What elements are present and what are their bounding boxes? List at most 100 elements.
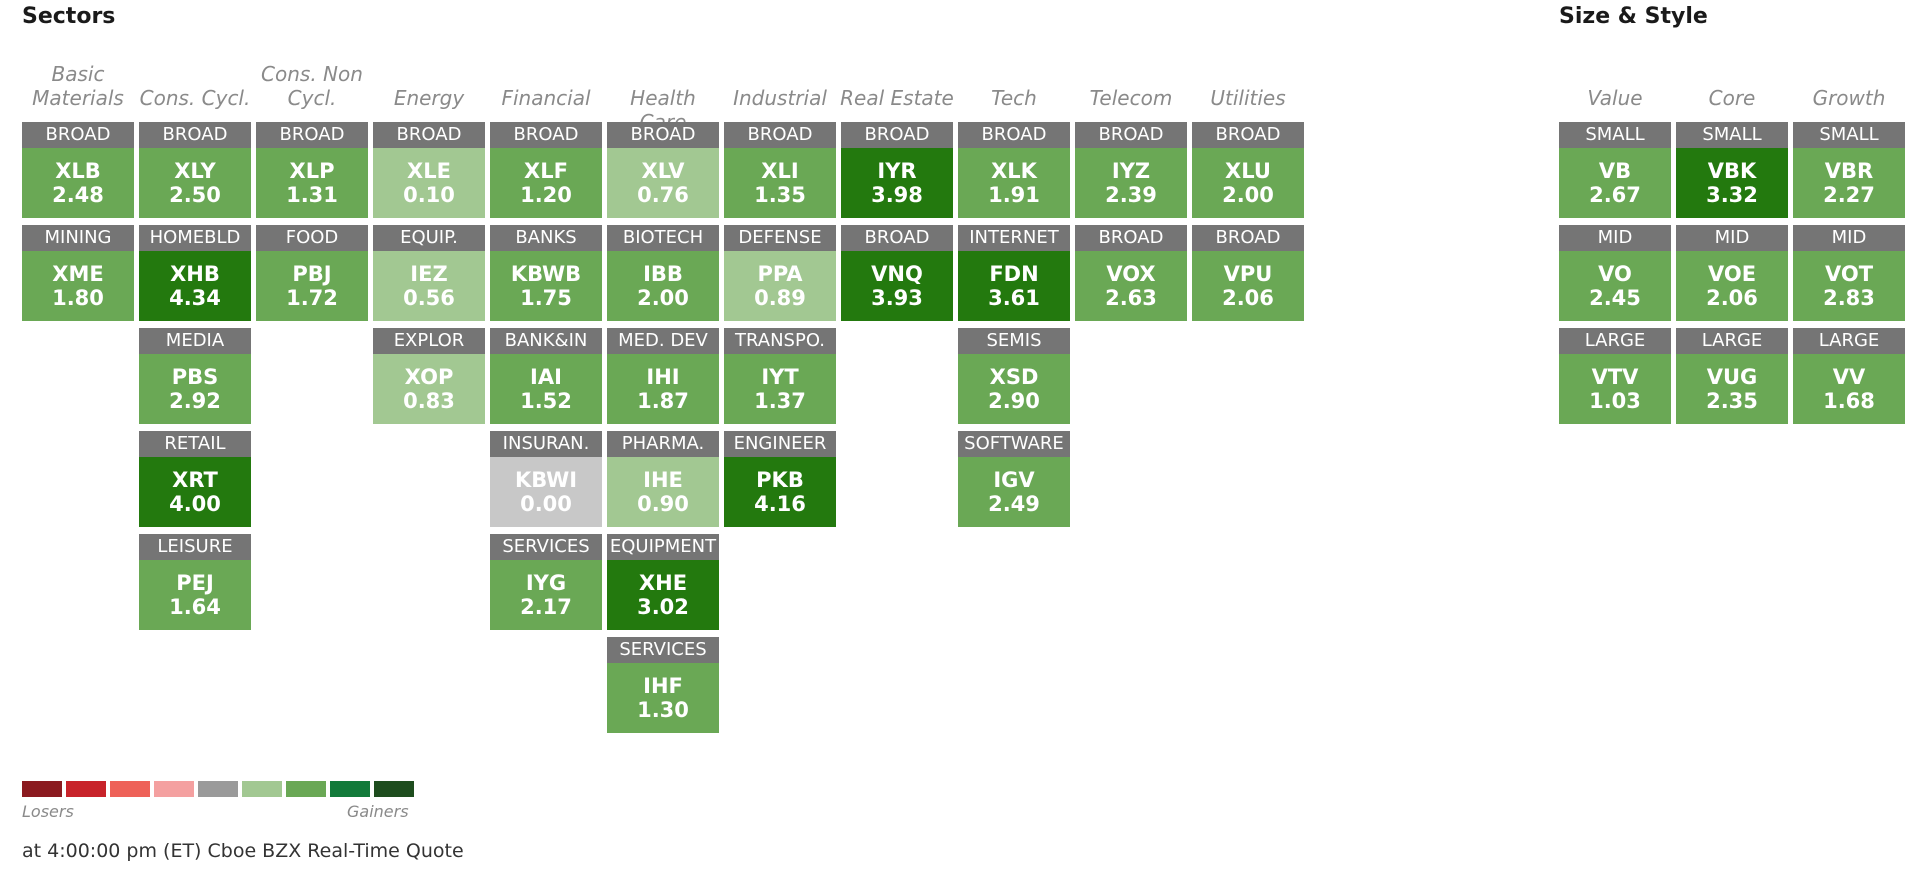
etf-tile-xlu[interactable]: BROAD XLU 2.00 — [1192, 122, 1304, 218]
etf-tile-iyt[interactable]: TRANSPO. IYT 1.37 — [724, 328, 836, 424]
percent-change: 1.72 — [286, 286, 338, 310]
etf-tile-xlf[interactable]: BROAD XLF 1.20 — [490, 122, 602, 218]
etf-tile-vox[interactable]: BROAD VOX 2.63 — [1075, 225, 1187, 321]
etf-tile-iyr[interactable]: BROAD IYR 3.98 — [841, 122, 953, 218]
tile-category-label: DEFENSE — [724, 225, 836, 251]
etf-tile-xlp[interactable]: BROAD XLP 1.31 — [256, 122, 368, 218]
sectors-title: Sectors — [22, 4, 116, 29]
etf-tile-vbk[interactable]: SMALL VBK 3.32 — [1676, 122, 1788, 218]
etf-tile-ihf[interactable]: SERVICES IHF 1.30 — [607, 637, 719, 733]
ticker-symbol: XLY — [174, 159, 216, 183]
etf-tile-xhe[interactable]: EQUIPMENT XHE 3.02 — [607, 534, 719, 630]
tile-body: VOE 2.06 — [1676, 251, 1788, 321]
percent-change: 2.00 — [637, 286, 689, 310]
etf-tile-vug[interactable]: LARGE VUG 2.35 — [1676, 328, 1788, 424]
etf-tile-voe[interactable]: MID VOE 2.06 — [1676, 225, 1788, 321]
etf-tile-xrt[interactable]: RETAIL XRT 4.00 — [139, 431, 251, 527]
tile-category-label: BROAD — [22, 122, 134, 148]
percent-change: 0.00 — [520, 492, 572, 516]
tile-category-label: MEDIA — [139, 328, 251, 354]
ticker-symbol: VBR — [1824, 159, 1874, 183]
ticker-symbol: XLK — [991, 159, 1037, 183]
ticker-symbol: IGV — [993, 468, 1035, 492]
etf-tile-xlk[interactable]: BROAD XLK 1.91 — [958, 122, 1070, 218]
etf-tile-xhb[interactable]: HOMEBLD XHB 4.34 — [139, 225, 251, 321]
etf-tile-vb[interactable]: SMALL VB 2.67 — [1559, 122, 1671, 218]
percent-change: 1.35 — [754, 183, 806, 207]
tile-category-label: BROAD — [256, 122, 368, 148]
etf-tile-ppa[interactable]: DEFENSE PPA 0.89 — [724, 225, 836, 321]
ticker-symbol: VTV — [1591, 365, 1639, 389]
etf-tile-iyg[interactable]: SERVICES IYG 2.17 — [490, 534, 602, 630]
percent-change: 3.32 — [1706, 183, 1758, 207]
ticker-symbol: VO — [1598, 262, 1632, 286]
etf-tile-vv[interactable]: LARGE VV 1.68 — [1793, 328, 1905, 424]
tile-body: VBR 2.27 — [1793, 148, 1905, 218]
ticker-symbol: VOE — [1707, 262, 1757, 286]
tile-body: IBB 2.00 — [607, 251, 719, 321]
etf-tile-fdn[interactable]: INTERNET FDN 3.61 — [958, 225, 1070, 321]
tile-body: IHE 0.90 — [607, 457, 719, 527]
tile-body: IGV 2.49 — [958, 457, 1070, 527]
etf-tile-vnq[interactable]: BROAD VNQ 3.93 — [841, 225, 953, 321]
etf-tile-xsd[interactable]: SEMIS XSD 2.90 — [958, 328, 1070, 424]
tile-body: XLP 1.31 — [256, 148, 368, 218]
legend-swatch — [286, 781, 326, 797]
ticker-symbol: IYR — [877, 159, 917, 183]
etf-tile-xop[interactable]: EXPLOR XOP 0.83 — [373, 328, 485, 424]
etf-tile-xlb[interactable]: BROAD XLB 2.48 — [22, 122, 134, 218]
etf-tile-kbwb[interactable]: BANKS KBWB 1.75 — [490, 225, 602, 321]
tile-category-label: SERVICES — [490, 534, 602, 560]
percent-change: 1.03 — [1589, 389, 1641, 413]
etf-tile-vpu[interactable]: BROAD VPU 2.06 — [1192, 225, 1304, 321]
etf-tile-xle[interactable]: BROAD XLE 0.10 — [373, 122, 485, 218]
tile-category-label: BROAD — [1192, 122, 1304, 148]
tile-category-label: BROAD — [1192, 225, 1304, 251]
tile-body: VOX 2.63 — [1075, 251, 1187, 321]
ticker-symbol: IYZ — [1111, 159, 1151, 183]
column-header: Tech — [991, 86, 1037, 110]
tile-body: IHF 1.30 — [607, 663, 719, 733]
tile-body: XLI 1.35 — [724, 148, 836, 218]
etf-tile-ibb[interactable]: BIOTECH IBB 2.00 — [607, 225, 719, 321]
etf-tile-ihi[interactable]: MED. DEV IHI 1.87 — [607, 328, 719, 424]
tile-body: PKB 4.16 — [724, 457, 836, 527]
tile-category-label: RETAIL — [139, 431, 251, 457]
ticker-symbol: XHB — [170, 262, 220, 286]
tile-body: PEJ 1.64 — [139, 560, 251, 630]
etf-tile-iai[interactable]: BANK&IN IAI 1.52 — [490, 328, 602, 424]
ticker-symbol: FDN — [989, 262, 1039, 286]
etf-tile-iyz[interactable]: BROAD IYZ 2.39 — [1075, 122, 1187, 218]
percent-change: 1.31 — [286, 183, 338, 207]
ticker-symbol: VPU — [1223, 262, 1273, 286]
etf-tile-pbj[interactable]: FOOD PBJ 1.72 — [256, 225, 368, 321]
tile-body: XLF 1.20 — [490, 148, 602, 218]
legend-swatch — [198, 781, 238, 797]
etf-tile-vot[interactable]: MID VOT 2.83 — [1793, 225, 1905, 321]
ticker-symbol: IHF — [643, 674, 683, 698]
etf-tile-vtv[interactable]: LARGE VTV 1.03 — [1559, 328, 1671, 424]
etf-tile-ihe[interactable]: PHARMA. IHE 0.90 — [607, 431, 719, 527]
tile-category-label: SEMIS — [958, 328, 1070, 354]
etf-tile-pkb[interactable]: ENGINEER PKB 4.16 — [724, 431, 836, 527]
ticker-symbol: XLE — [407, 159, 451, 183]
etf-tile-kbwi[interactable]: INSURAN. KBWI 0.00 — [490, 431, 602, 527]
tile-category-label: BROAD — [841, 122, 953, 148]
percent-change: 2.35 — [1706, 389, 1758, 413]
tile-body: XLV 0.76 — [607, 148, 719, 218]
etf-tile-xlv[interactable]: BROAD XLV 0.76 — [607, 122, 719, 218]
etf-tile-pbs[interactable]: MEDIA PBS 2.92 — [139, 328, 251, 424]
percent-change: 3.61 — [988, 286, 1040, 310]
etf-tile-iez[interactable]: EQUIP. IEZ 0.56 — [373, 225, 485, 321]
etf-tile-xly[interactable]: BROAD XLY 2.50 — [139, 122, 251, 218]
etf-tile-xli[interactable]: BROAD XLI 1.35 — [724, 122, 836, 218]
percent-change: 1.37 — [754, 389, 806, 413]
tile-category-label: MINING — [22, 225, 134, 251]
etf-tile-pej[interactable]: LEISURE PEJ 1.64 — [139, 534, 251, 630]
etf-tile-xme[interactable]: MINING XME 1.80 — [22, 225, 134, 321]
tile-category-label: LARGE — [1676, 328, 1788, 354]
etf-tile-igv[interactable]: SOFTWARE IGV 2.49 — [958, 431, 1070, 527]
etf-tile-vbr[interactable]: SMALL VBR 2.27 — [1793, 122, 1905, 218]
etf-tile-vo[interactable]: MID VO 2.45 — [1559, 225, 1671, 321]
ticker-symbol: XHE — [638, 571, 688, 595]
